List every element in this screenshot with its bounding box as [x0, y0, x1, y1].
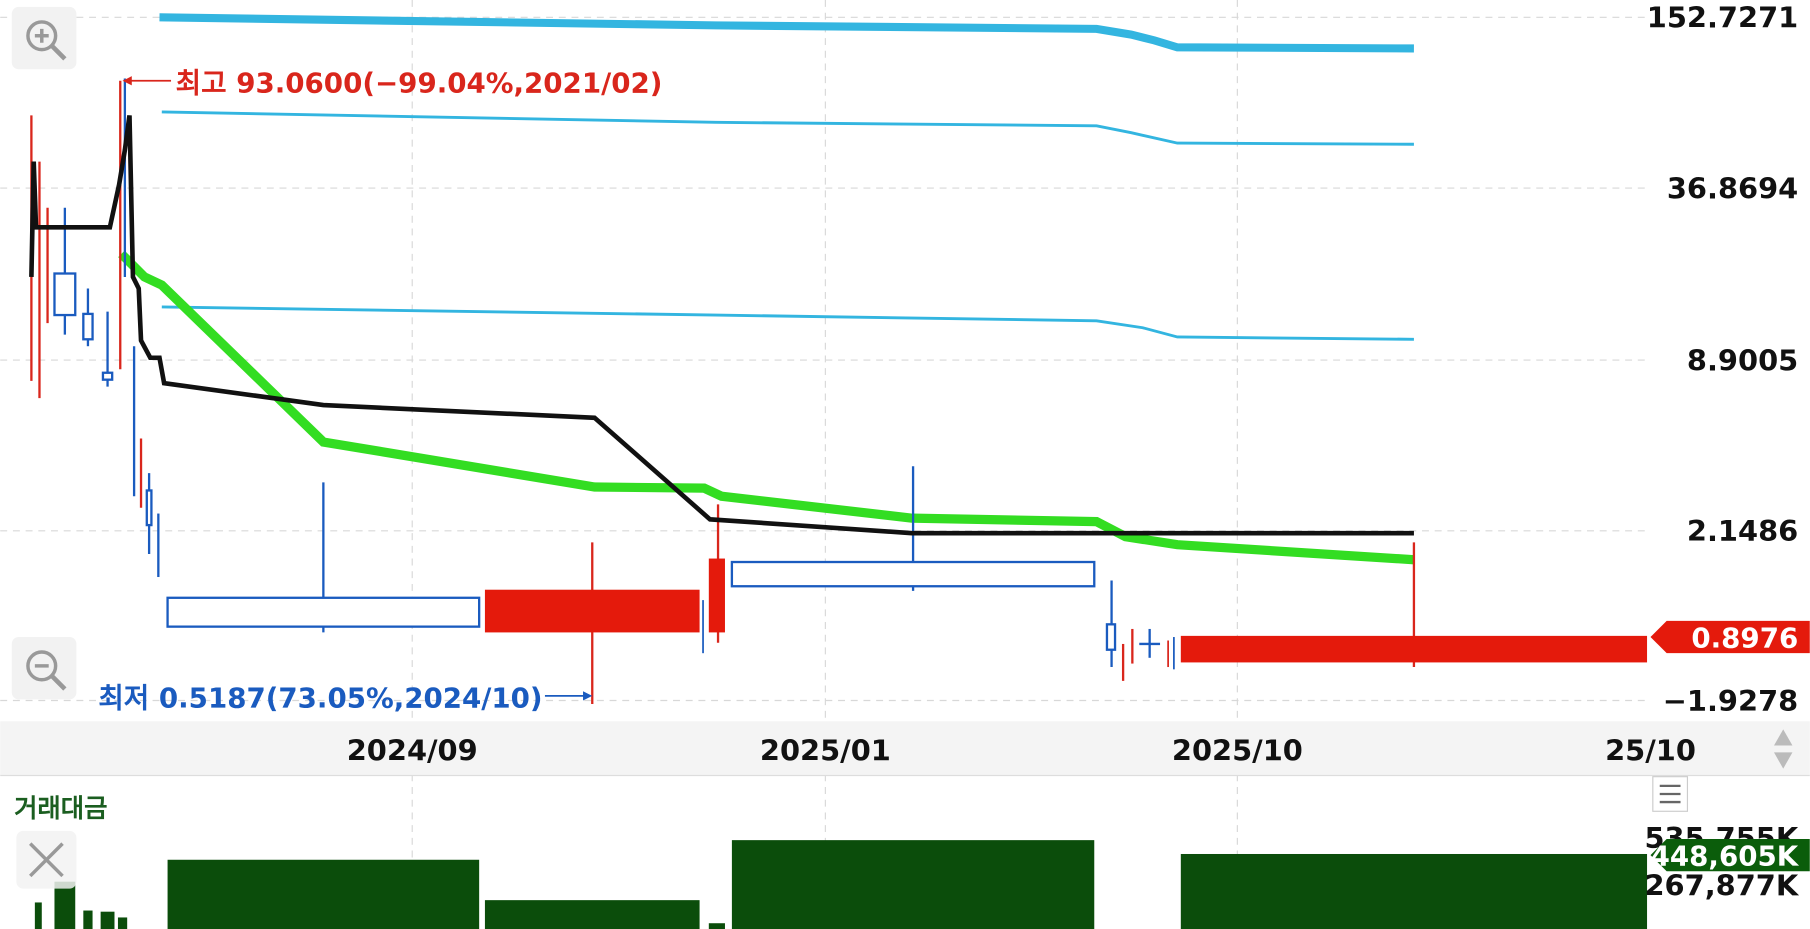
- icon: [26, 20, 58, 52]
- time-axis: 2024/09 2025/01 2025/10 25/10: [347, 734, 1696, 768]
- menu-button[interactable]: [1652, 776, 1689, 812]
- price-axis-label: 152.7271: [1647, 1, 1798, 35]
- price-axis-label: 36.8694: [1667, 171, 1798, 205]
- zoom-in-bg: [11, 6, 77, 70]
- current-volume: 448,605K: [1651, 840, 1800, 873]
- high-annotation: 최고 93.0600(−99.04%,2021/02): [176, 66, 663, 99]
- scroll-control[interactable]: [1773, 729, 1793, 769]
- candle: [82, 312, 94, 341]
- close-button[interactable]: [16, 830, 77, 889]
- time-axis-label: 2025/01: [760, 734, 891, 768]
- time-axis-label: 2025/10: [1172, 734, 1303, 768]
- price-axis-label: 8.9005: [1687, 343, 1798, 377]
- icon: [1773, 729, 1793, 746]
- price-axis-label: −1.9278: [1663, 684, 1798, 718]
- candles: [30, 78, 1648, 704]
- icon: [50, 44, 67, 61]
- volume-bar: [167, 859, 480, 929]
- volume-axis-label: 267,877K: [1644, 869, 1799, 903]
- low-annotation: 최저 0.5187(73.05%,2024/10): [98, 681, 542, 714]
- zoom-in[interactable]: [11, 6, 77, 70]
- icon: [29, 842, 64, 878]
- low-arrow-head: [583, 691, 593, 701]
- volume-bar: [708, 923, 725, 929]
- time-axis-label: 25/10: [1605, 734, 1696, 768]
- time-axis-bg: [0, 721, 1810, 776]
- icon: [1659, 784, 1681, 804]
- volume-bar: [100, 911, 115, 929]
- candle: [1180, 635, 1648, 663]
- high-arrow-head: [122, 76, 132, 86]
- candle: [53, 272, 77, 317]
- volume-bar: [731, 840, 1095, 929]
- current-volume-badge: [1650, 838, 1810, 872]
- icon: [26, 650, 58, 682]
- candle: [730, 560, 1096, 588]
- volume-bar: [83, 910, 93, 929]
- candle: [708, 558, 725, 633]
- volume-bar: [484, 900, 700, 929]
- volume-bars: [34, 840, 1648, 929]
- volume-bar: [1180, 853, 1648, 929]
- candle: [484, 589, 700, 633]
- candle: [166, 596, 481, 628]
- current-price-badge: [1650, 620, 1810, 654]
- candle: [101, 371, 114, 381]
- grid: [0, 0, 1651, 929]
- price-axis-label: 2.1486: [1687, 514, 1798, 548]
- zoom-out[interactable]: [11, 637, 77, 700]
- black-line: [29, 115, 1414, 536]
- candle: [145, 489, 153, 527]
- price-axis: 152.7271 36.8694 8.9005 2.1486 −1.9278: [1647, 1, 1798, 718]
- volume-bar: [117, 917, 128, 929]
- band-mid: [161, 110, 1414, 146]
- current-price: 0.8976: [1691, 621, 1798, 654]
- volume-bar: [34, 902, 42, 929]
- icon: [50, 674, 67, 691]
- candle: [1105, 623, 1117, 651]
- icon: [1773, 752, 1793, 769]
- icon: [34, 28, 49, 43]
- band-upper: [159, 13, 1414, 53]
- zoom-out-bg: [11, 637, 77, 700]
- green-line: [118, 250, 1415, 565]
- volume-bar: [54, 881, 76, 929]
- time-axis-label: 2024/09: [347, 734, 478, 768]
- volume-title: 거래대금: [14, 793, 107, 823]
- band-low: [161, 305, 1414, 341]
